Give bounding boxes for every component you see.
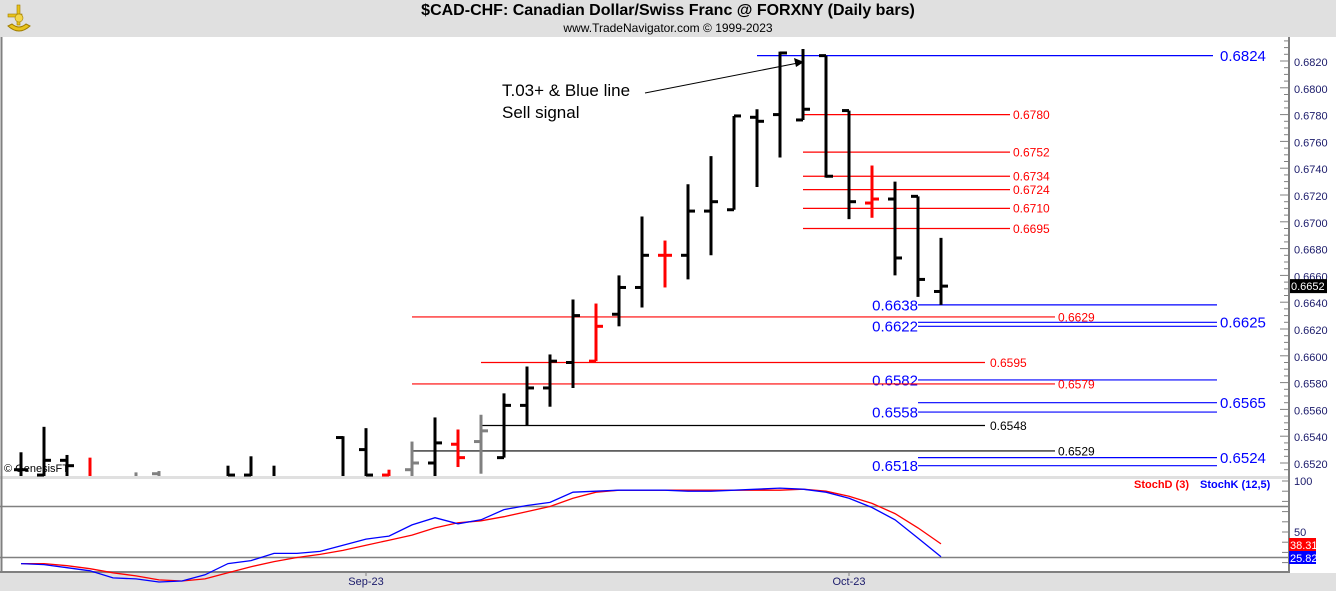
price-bar <box>842 109 856 220</box>
stoch-value-tag <box>1289 551 1316 564</box>
price-bar <box>497 393 511 460</box>
price-tick-label: 0.6640 <box>1294 298 1328 310</box>
stoch-value-tag <box>1289 538 1316 551</box>
annotation-line-2: Sell signal <box>502 103 580 122</box>
chart-subtitle: www.TradeNavigator.com © 1999-2023 <box>563 21 773 35</box>
chart-header: $CAD-CHF: Canadian Dollar/Swiss Franc @ … <box>0 0 1336 37</box>
date-axis-labels: Sep-23 Oct-23 <box>348 572 866 588</box>
price-tick-label: 0.6700 <box>1294 218 1328 230</box>
last-price-tag <box>1290 279 1327 294</box>
price-bar <box>566 299 580 388</box>
level-label: 0.6582 <box>872 372 918 389</box>
level-label: 0.6724 <box>1013 183 1050 197</box>
price-tick-label: 0.6720 <box>1294 191 1328 203</box>
price-bar <box>474 414 488 474</box>
stoch-value-label: 38.31 <box>1290 540 1318 552</box>
price-bar <box>405 441 419 476</box>
price-bar <box>226 465 235 477</box>
price-bar <box>451 429 465 468</box>
price-bar <box>819 54 833 178</box>
price-bar <box>727 114 741 212</box>
price-tick-label: 0.6540 <box>1294 432 1328 444</box>
price-bar <box>152 471 161 476</box>
level-label: 0.6710 <box>1013 202 1050 216</box>
level-label: 0.6824 <box>1220 48 1266 65</box>
price-bar <box>543 354 557 407</box>
date-tick-label: Sep-23 <box>348 576 383 588</box>
price-bar <box>359 428 373 477</box>
level-label: 0.6524 <box>1220 450 1266 467</box>
price-tick-label: 0.6820 <box>1294 57 1328 69</box>
price-tick-label: 0.6780 <box>1294 111 1328 123</box>
level-label: 0.6780 <box>1013 108 1050 122</box>
legend-stochk: StochK (12,5) <box>1200 479 1271 491</box>
price-bar <box>14 452 28 476</box>
level-label: 0.6565 <box>1220 395 1266 412</box>
stoch-value-label: 25.82 <box>1290 553 1318 565</box>
stochd-line <box>21 488 942 582</box>
price-tick-label: 0.6740 <box>1294 164 1328 176</box>
level-label: 0.6518 <box>872 458 918 475</box>
stoch-tick-label: 100 <box>1294 476 1312 488</box>
level-label: 0.6529 <box>1058 444 1095 458</box>
level-label: 0.6734 <box>1013 170 1050 184</box>
annotation-arrow <box>644 58 804 94</box>
price-bar <box>658 240 672 288</box>
level-label: 0.6558 <box>872 404 918 421</box>
price-bar <box>750 109 764 187</box>
price-tick-label: 0.6560 <box>1294 405 1328 417</box>
price-bar <box>681 184 695 280</box>
price-bar <box>865 165 879 218</box>
price-bar <box>934 237 948 305</box>
level-label: 0.6548 <box>990 419 1027 433</box>
price-bar <box>888 181 902 276</box>
stochk-line <box>20 487 942 583</box>
price-bar <box>60 454 74 476</box>
price-tick-label: 0.6580 <box>1294 379 1328 391</box>
price-bar <box>336 436 345 476</box>
price-bar <box>589 303 603 363</box>
level-label: 0.6595 <box>990 356 1027 370</box>
price-tick-label: 0.6520 <box>1294 459 1328 471</box>
price-bar <box>635 216 649 308</box>
price-tick-label: 0.6600 <box>1294 352 1328 364</box>
price-bar <box>382 469 391 477</box>
level-label: 0.6752 <box>1013 145 1050 159</box>
price-tick-label: 0.6680 <box>1294 245 1328 257</box>
price-bar <box>796 48 810 122</box>
sextant-icon <box>4 2 34 39</box>
level-label: 0.6638 <box>872 297 918 314</box>
price-bars <box>14 48 948 477</box>
date-tick-label: Oct-23 <box>832 576 865 588</box>
price-bar <box>612 275 626 327</box>
price-bar <box>520 366 534 426</box>
annotation-line-1: T.03+ & Blue line <box>502 81 631 100</box>
level-label: 0.6625 <box>1220 315 1266 332</box>
price-bar <box>773 51 787 158</box>
price-tick-label: 0.6800 <box>1294 84 1328 96</box>
last-price-label: 0.6652 <box>1291 281 1325 293</box>
price-bar <box>704 156 718 256</box>
stoch-tick-label: 50 <box>1294 527 1306 539</box>
price-bar <box>37 426 51 477</box>
price-axis: 0.6520 0.6540 0.6560 0.6580 0.6600 0.6620 0.66… <box>1280 40 1328 471</box>
price-tick-label: 0.6620 <box>1294 325 1328 337</box>
date-axis <box>0 573 1336 591</box>
chart-title: $CAD-CHF: Canadian Dollar/Swiss Franc @ … <box>421 2 915 19</box>
price-bar <box>244 456 253 477</box>
copyright-text: © GenesisFT <box>4 463 69 475</box>
legend-stochd: StochD (3) <box>1134 479 1189 491</box>
level-label: 0.6695 <box>1013 222 1050 236</box>
price-bar <box>911 194 925 297</box>
price-bar <box>428 417 442 476</box>
level-label: 0.6622 <box>872 319 918 336</box>
level-label: 0.6579 <box>1058 377 1095 391</box>
level-label: 0.6629 <box>1058 310 1095 324</box>
price-tick-label: 0.6760 <box>1294 137 1328 149</box>
